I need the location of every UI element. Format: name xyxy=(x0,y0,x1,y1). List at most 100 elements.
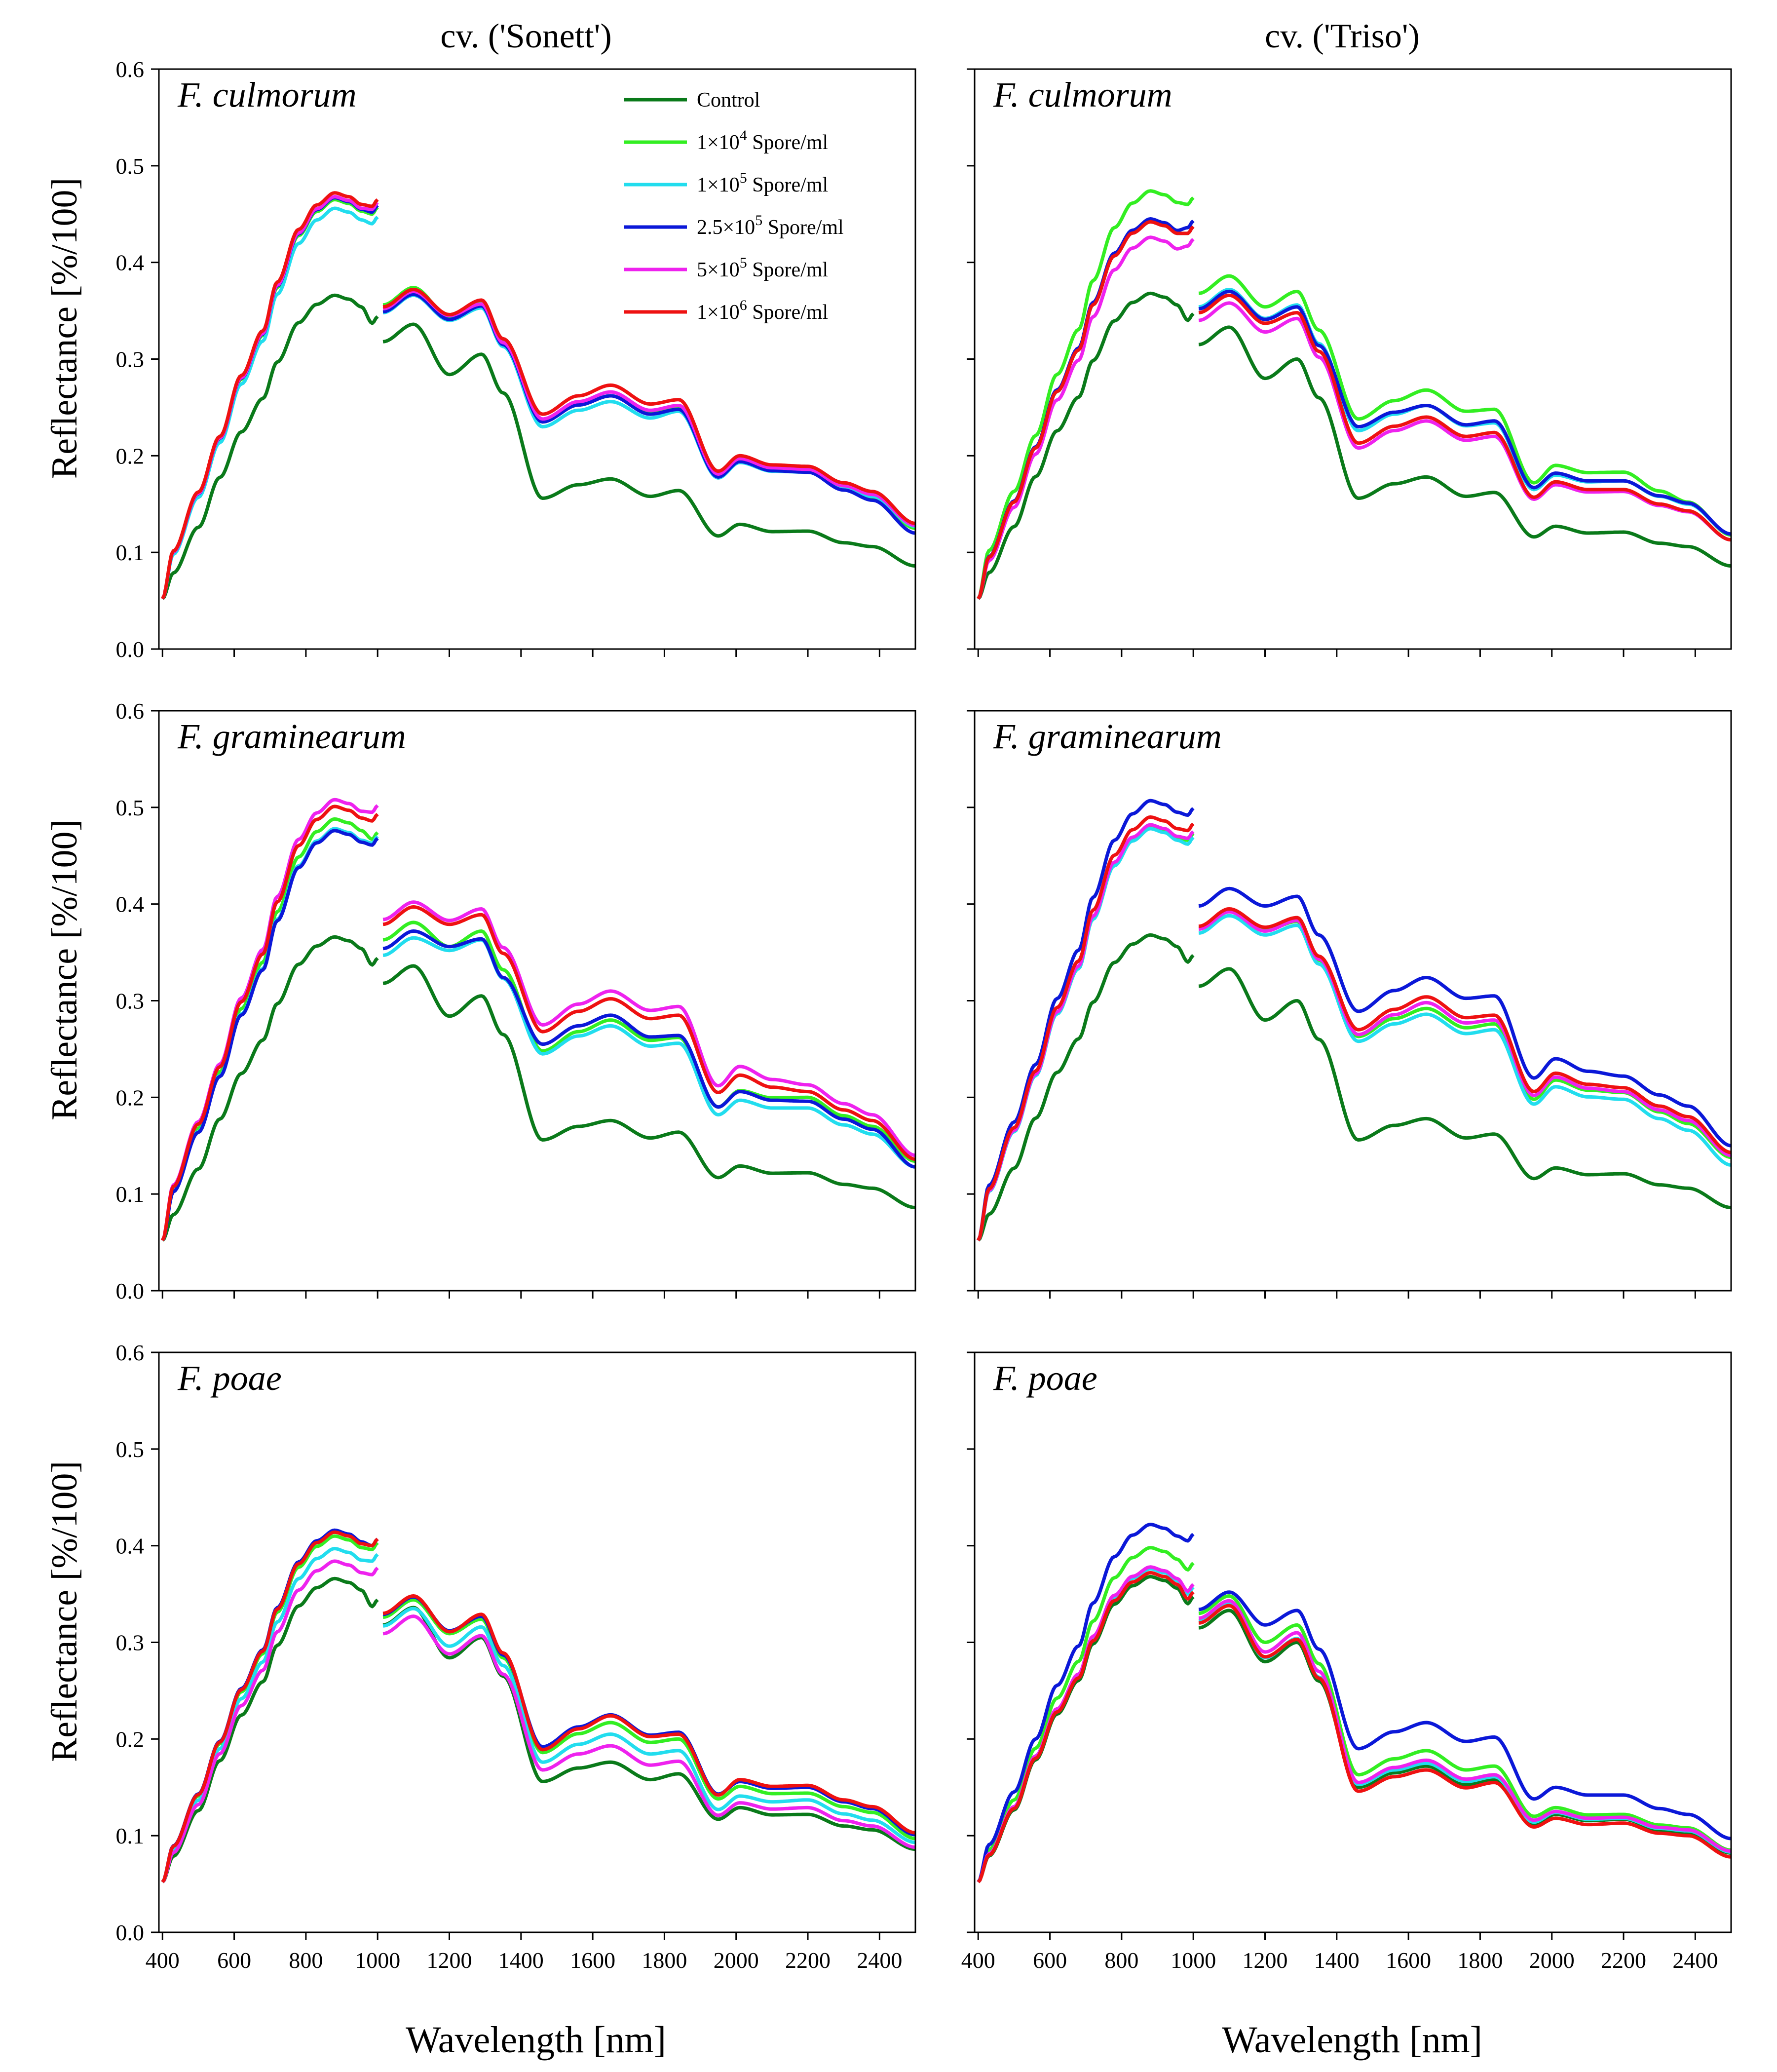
x-tick-label: 400 xyxy=(961,1948,995,1973)
series-line-s1e5-seg1 xyxy=(161,827,379,1241)
x-tick-label: 800 xyxy=(289,1948,323,1973)
x-tick-label: 2200 xyxy=(785,1948,831,1973)
chart-panel-6: 400 600 800 1000 1200 1400 1600 1800 2000 2200 240… xyxy=(961,1351,1732,1973)
series-line-s1e5-seg2 xyxy=(1198,914,1732,1167)
series-line-s1e4-seg2 xyxy=(382,286,916,530)
chart-panel-2: F. culmorum xyxy=(967,68,1732,657)
series-line-s1e6-seg2 xyxy=(1198,907,1732,1154)
x-tick-label: 1000 xyxy=(355,1948,400,1973)
y-tick-label: 0.3 xyxy=(116,1630,145,1655)
series-line-s25e5-seg2 xyxy=(1198,289,1732,536)
series-line-control-seg2 xyxy=(1198,967,1732,1210)
series-line-control-seg2 xyxy=(1198,325,1732,568)
y-tick-label: 0.6 xyxy=(116,1340,145,1365)
plot-frame xyxy=(158,68,916,650)
series-line-s5e5-seg1 xyxy=(161,195,379,600)
x-tick-label: 1000 xyxy=(1171,1948,1216,1973)
series-line-s1e5-seg2 xyxy=(382,936,916,1169)
series-line-control-seg2 xyxy=(382,322,916,568)
series-group xyxy=(161,191,916,600)
series-line-s5e5-seg2 xyxy=(1198,910,1732,1157)
x-tick-label: 1600 xyxy=(570,1948,615,1973)
y-axis-labels: Reflectance [%/100] Reflectance [%/100] … xyxy=(44,178,85,1762)
series-line-s5e5-seg1 xyxy=(977,1565,1195,1883)
y-axis-label-row-2: Reflectance [%/100] xyxy=(44,819,85,1120)
y-tick-label: 0.5 xyxy=(116,153,145,179)
series-line-control-seg1 xyxy=(161,935,379,1242)
series-group xyxy=(977,1523,1732,1883)
panel-label: F. culmorum xyxy=(993,75,1172,115)
series-group xyxy=(977,799,1732,1242)
panel-label: F. graminearum xyxy=(993,717,1222,756)
column-title-sonett: cv. ('Sonett') xyxy=(440,17,611,55)
x-tick-label: 1800 xyxy=(1457,1948,1503,1973)
y-axis-label-row-1: Reflectance [%/100] xyxy=(44,178,85,479)
x-tick-label: 2200 xyxy=(1601,1948,1646,1973)
x-axis-labels: Wavelength [nm] Wavelength [nm] xyxy=(406,2019,1482,2061)
series-line-s25e5-seg2 xyxy=(1198,886,1732,1148)
series-line-s5e5-seg1 xyxy=(977,235,1195,600)
series-line-s25e5-seg2 xyxy=(1198,1590,1732,1841)
series-line-s25e5-seg1 xyxy=(977,1523,1195,1883)
series-line-s25e5-seg2 xyxy=(382,929,916,1169)
x-tick-label: 1800 xyxy=(642,1948,687,1973)
chart-panel-5: 0.0 0.1 0.2 0.3 0.4 0.5 0.6 400 600 800 1000 1200 14… xyxy=(116,1340,916,1973)
chart-panel-4: F. graminearum xyxy=(967,710,1732,1299)
series-line-s5e5-seg1 xyxy=(161,1559,379,1883)
x-tick-label: 1400 xyxy=(498,1948,544,1973)
series-line-s1e6-seg1 xyxy=(161,805,379,1241)
series-line-s1e6-seg2 xyxy=(1198,1604,1732,1859)
x-tick-label: 1400 xyxy=(1314,1948,1360,1973)
series-line-s5e5-seg2 xyxy=(1198,301,1732,542)
x-axis-label-right: Wavelength [nm] xyxy=(1222,2019,1482,2061)
y-tick-label: 0.5 xyxy=(116,1437,145,1462)
x-tick-label: 600 xyxy=(1033,1948,1067,1973)
x-tick-label: 2400 xyxy=(857,1948,902,1973)
y-tick-label: 0.3 xyxy=(116,347,145,372)
y-tick-label: 0.3 xyxy=(116,989,145,1014)
series-line-s1e4-seg1 xyxy=(161,1534,379,1883)
series-line-s1e5-seg1 xyxy=(977,220,1195,600)
series-line-s1e6-seg2 xyxy=(382,1594,916,1835)
x-tick-label: 400 xyxy=(146,1948,180,1973)
series-line-s1e5-seg2 xyxy=(382,1607,916,1844)
panels: 0.0 0.1 0.2 0.3 0.4 0.5 0.6 F. culmorum Control 1… xyxy=(116,57,1732,1973)
panel-label: F. culmorum xyxy=(177,75,357,115)
series-line-s5e5-seg2 xyxy=(382,900,916,1157)
series-line-s1e6-seg1 xyxy=(161,1530,379,1883)
series-line-control-seg2 xyxy=(382,964,916,1210)
x-tick-label: 800 xyxy=(1104,1948,1138,1973)
y-tick-label: 0.4 xyxy=(116,1534,145,1559)
series-line-s1e4-seg2 xyxy=(1198,1594,1732,1852)
series-line-s1e6-seg2 xyxy=(382,288,916,525)
series-line-s1e4-seg1 xyxy=(161,817,379,1241)
series-line-s5e5-seg2 xyxy=(382,1614,916,1849)
series-line-s1e5-seg2 xyxy=(1198,1602,1732,1854)
series-group xyxy=(161,798,916,1242)
legend-label-s1e4: 1×104 Spore/ml xyxy=(697,127,828,154)
y-tick-label: 0.1 xyxy=(116,1182,145,1207)
x-tick-label: 1600 xyxy=(1386,1948,1431,1973)
x-tick-label: 2400 xyxy=(1672,1948,1718,1973)
series-line-control-seg2 xyxy=(382,1606,916,1851)
series-line-s1e6-seg2 xyxy=(382,905,916,1161)
series-line-s1e6-seg1 xyxy=(977,220,1195,600)
series-line-s1e5-seg1 xyxy=(161,1547,379,1883)
series-line-control-seg1 xyxy=(977,933,1195,1242)
series-line-control-seg1 xyxy=(977,291,1195,600)
plot-frame xyxy=(974,68,1732,650)
y-tick-label: 0.6 xyxy=(116,698,145,724)
y-axis-label-row-3: Reflectance [%/100] xyxy=(44,1461,85,1762)
plot-frame xyxy=(974,710,1732,1292)
y-tick-label: 0.1 xyxy=(116,540,145,565)
series-line-s25e5-seg1 xyxy=(977,217,1195,600)
series-line-s25e5-seg2 xyxy=(382,292,916,535)
series-line-s1e6-seg2 xyxy=(1198,293,1732,542)
series-line-s5e5-seg1 xyxy=(977,823,1195,1241)
panel-label: F. poae xyxy=(177,1358,282,1398)
column-headers: cv. ('Sonett') cv. ('Triso') xyxy=(440,17,1419,55)
series-line-s1e4-seg2 xyxy=(382,921,916,1163)
plot-frame xyxy=(158,710,916,1292)
series-line-s5e5-seg2 xyxy=(1198,1599,1732,1853)
y-tick-label: 0.1 xyxy=(116,1823,145,1848)
